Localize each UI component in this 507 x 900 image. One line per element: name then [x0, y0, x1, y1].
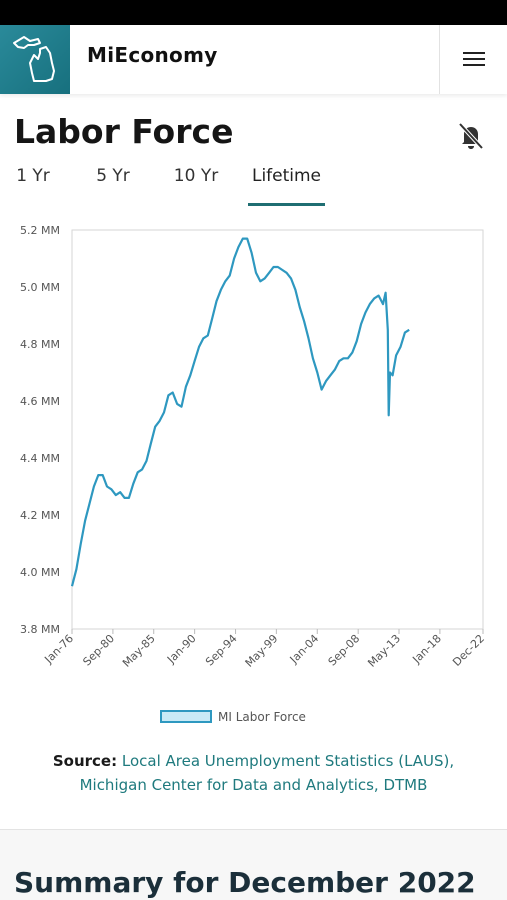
y-tick-label: 4.8 MM — [20, 338, 60, 351]
tab-10-yr[interactable]: 10 Yr — [168, 160, 224, 206]
y-tick-label: 4.0 MM — [20, 566, 60, 579]
source-citation: Source: Local Area Unemployment Statisti… — [20, 749, 487, 797]
series-line — [70, 237, 410, 587]
page-title: Labor Force — [14, 112, 234, 151]
tab-1-yr[interactable]: 1 Yr — [10, 160, 56, 206]
tab-label: 5 Yr — [96, 166, 130, 186]
y-tick-label: 4.4 MM — [20, 452, 60, 465]
tab-5-yr[interactable]: 5 Yr — [90, 160, 136, 206]
app-header: MiEconomy — [0, 25, 507, 94]
x-tick-label: Jan-90 — [164, 632, 199, 667]
plot-frame — [71, 229, 484, 630]
time-range-tabs: 1 Yr 5 Yr 10 Yr Lifetime — [0, 160, 507, 206]
tab-label: Lifetime — [251, 166, 322, 186]
x-tick-label: Sep-94 — [203, 632, 240, 669]
x-tick-label: May-13 — [365, 632, 403, 670]
summary-section — [0, 829, 507, 900]
x-tick-label: Dec-22 — [450, 632, 487, 669]
y-tick-label: 4.6 MM — [20, 395, 60, 408]
x-tick-label: May-85 — [120, 632, 158, 670]
y-tick-label: 4.2 MM — [20, 509, 60, 522]
x-tick-label: Jan-76 — [42, 632, 77, 667]
chart-svg: 3.8 MM 4.0 MM 4.2 MM 4.4 MM 4.6 MM 4.8 MM 5.0 … — [20, 224, 487, 670]
x-tick-label: Sep-08 — [326, 632, 363, 669]
michigan-map-icon — [13, 36, 55, 82]
x-tick-label: Sep-80 — [80, 632, 117, 669]
y-tick-label: 5.2 MM — [20, 224, 60, 237]
x-tick-label: Jan-04 — [287, 632, 322, 667]
legend-swatch — [160, 710, 212, 723]
tab-label: 10 Yr — [173, 166, 219, 186]
tab-label: 1 Yr — [16, 166, 50, 186]
source-label: Source: — [52, 752, 118, 770]
legend-label: MI Labor Force — [218, 710, 306, 724]
x-tick-label: May-99 — [243, 632, 281, 670]
x-tick-label: Jan-18 — [409, 632, 444, 667]
header-divider — [439, 25, 440, 94]
app-name: MiEconomy — [87, 43, 218, 67]
source-link[interactable]: Local Area Unemployment Statistics (LAUS… — [79, 752, 455, 794]
status-bar — [0, 0, 507, 25]
active-tab-indicator — [248, 203, 325, 206]
labor-force-chart: 3.8 MM 4.0 MM 4.2 MM 4.4 MM 4.6 MM 4.8 MM 5.0 … — [0, 220, 507, 740]
tab-lifetime[interactable]: Lifetime — [248, 160, 325, 206]
bell-off-icon[interactable] — [455, 120, 487, 152]
y-tick-label: 3.8 MM — [20, 623, 60, 636]
app-logo[interactable] — [0, 25, 70, 94]
hamburger-menu-icon[interactable] — [440, 25, 507, 94]
y-tick-label: 5.0 MM — [20, 281, 60, 294]
summary-title: Summary for December 2022 — [14, 866, 476, 899]
